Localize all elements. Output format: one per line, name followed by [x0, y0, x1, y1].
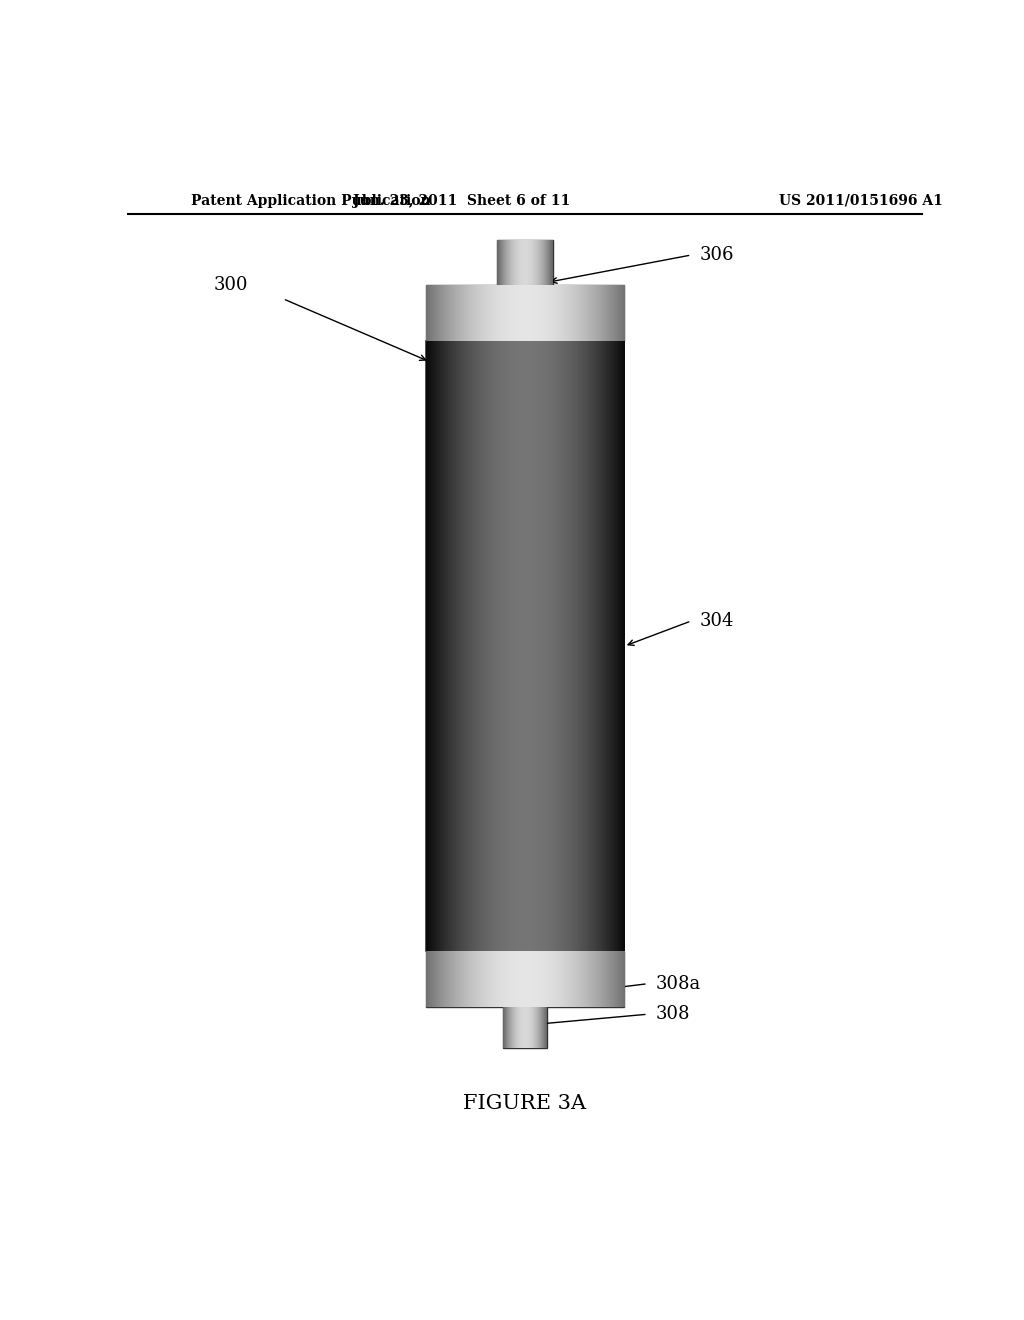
Bar — [497, 240, 553, 285]
Text: Patent Application Publication: Patent Application Publication — [191, 194, 431, 209]
Text: 308a: 308a — [655, 974, 701, 993]
Text: Jun. 23, 2011  Sheet 6 of 11: Jun. 23, 2011 Sheet 6 of 11 — [352, 194, 570, 209]
Text: 308: 308 — [655, 1006, 690, 1023]
Bar — [426, 285, 624, 342]
Text: FIGURE 3A: FIGURE 3A — [463, 1094, 587, 1113]
Text: 300: 300 — [214, 276, 249, 294]
Text: US 2011/0151696 A1: US 2011/0151696 A1 — [778, 194, 943, 209]
Text: 306: 306 — [699, 246, 734, 264]
Bar — [426, 342, 624, 952]
Bar — [426, 952, 624, 1007]
Text: 304: 304 — [699, 612, 734, 630]
Bar — [503, 1007, 547, 1048]
